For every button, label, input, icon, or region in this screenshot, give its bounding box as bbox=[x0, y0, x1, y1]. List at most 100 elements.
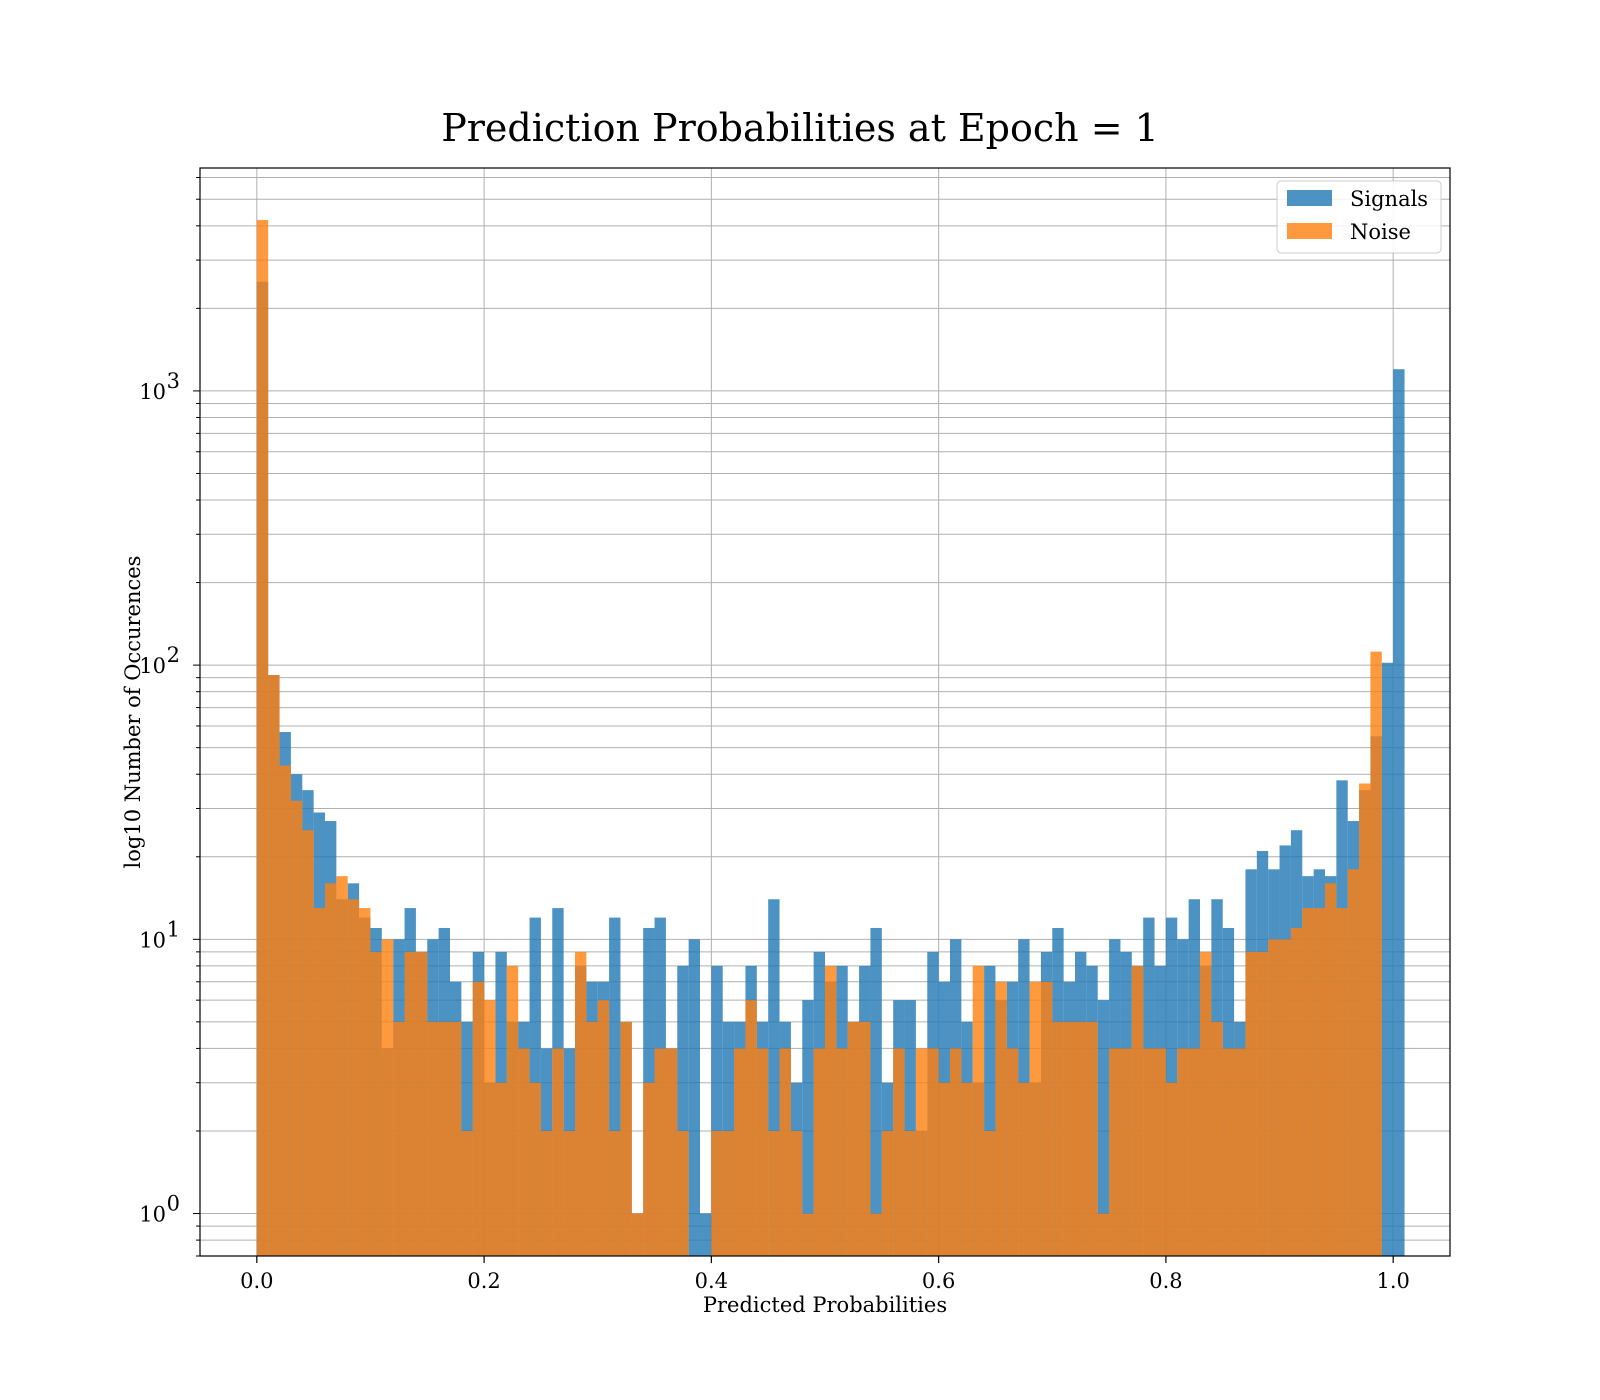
bar-noise bbox=[325, 883, 337, 1256]
bar-noise bbox=[836, 1048, 848, 1256]
bar-noise bbox=[790, 1130, 803, 1256]
plot-frame bbox=[199, 167, 1451, 1257]
bar-noise bbox=[597, 1000, 610, 1256]
bar-signals bbox=[688, 939, 700, 1256]
bar-noise bbox=[1188, 1048, 1200, 1256]
bar-noise bbox=[1029, 981, 1041, 1256]
bar-noise bbox=[1302, 908, 1314, 1256]
bar-noise bbox=[1143, 1048, 1155, 1256]
bar-noise bbox=[393, 1021, 405, 1256]
bar-noise bbox=[1120, 1048, 1132, 1256]
bar-noise bbox=[779, 1048, 791, 1256]
bar-noise bbox=[1211, 1021, 1223, 1256]
bar-noise bbox=[302, 830, 314, 1256]
bar-noise bbox=[984, 1130, 996, 1256]
y-tick-label: 10 bbox=[139, 1203, 166, 1227]
bar-noise bbox=[756, 1048, 769, 1256]
bar-noise bbox=[1097, 1213, 1110, 1256]
bar-signals bbox=[984, 965, 996, 1256]
bar-noise bbox=[654, 1048, 666, 1256]
bar-noise bbox=[1200, 951, 1212, 1256]
bar-noise bbox=[870, 1213, 882, 1256]
bar-noise bbox=[1234, 1048, 1246, 1256]
bar-noise bbox=[1279, 939, 1291, 1256]
bar-noise bbox=[1336, 908, 1348, 1256]
chart-title: Prediction Probabilities at Epoch = 1 bbox=[441, 106, 1159, 150]
series-noise-bars bbox=[256, 220, 1382, 1256]
bar-noise bbox=[1177, 1048, 1189, 1256]
bar-noise bbox=[506, 965, 519, 1256]
bar-noise bbox=[995, 981, 1007, 1256]
legend-label-signals: Signals bbox=[1350, 187, 1428, 211]
bar-noise bbox=[484, 1000, 496, 1256]
bar-noise bbox=[518, 1048, 530, 1256]
y-tick-base: 10 bbox=[139, 928, 166, 952]
bar-noise bbox=[415, 951, 428, 1256]
x-tick-label: 0.2 bbox=[467, 1269, 500, 1293]
bar-noise bbox=[745, 1000, 757, 1256]
x-tick-label: 0.8 bbox=[1149, 1269, 1182, 1293]
bar-signals bbox=[1393, 369, 1405, 1256]
bar-noise bbox=[825, 965, 837, 1256]
bar-noise bbox=[915, 1048, 928, 1256]
bar-noise bbox=[665, 1048, 678, 1256]
bar-noise bbox=[1313, 908, 1325, 1256]
bar-noise bbox=[552, 1048, 564, 1256]
bar-signals bbox=[768, 899, 780, 1256]
bar-noise bbox=[563, 1130, 575, 1256]
bar-noise bbox=[881, 1130, 894, 1256]
y-axis-label: log10 Number of Occurences bbox=[121, 556, 145, 869]
legend-label-noise: Noise bbox=[1350, 220, 1411, 244]
y-tick-label: 10 bbox=[139, 928, 166, 952]
bar-noise bbox=[847, 1021, 860, 1256]
x-axis-label: Predicted Probabilities bbox=[703, 1293, 947, 1317]
x-tick-label: 0.4 bbox=[695, 1269, 728, 1293]
bar-noise bbox=[1256, 951, 1269, 1256]
bar-signals bbox=[677, 965, 689, 1256]
bar-noise bbox=[290, 800, 303, 1256]
x-tick-label: 1.0 bbox=[1376, 1269, 1409, 1293]
bar-noise bbox=[1370, 651, 1382, 1256]
bar-noise bbox=[950, 1048, 962, 1256]
bar-signals bbox=[870, 927, 882, 1256]
bar-noise bbox=[450, 1021, 462, 1256]
bar-noise bbox=[961, 1082, 973, 1256]
bar-noise bbox=[1222, 1048, 1235, 1256]
bar-noise bbox=[461, 1130, 473, 1256]
bar-noise bbox=[1018, 1082, 1030, 1256]
bar-noise bbox=[643, 1082, 655, 1256]
bar-signals bbox=[802, 1000, 814, 1256]
bar-noise bbox=[1006, 1048, 1019, 1256]
legend-swatch-signals bbox=[1287, 190, 1332, 206]
bar-signals bbox=[904, 1000, 916, 1256]
bar-signals bbox=[711, 965, 723, 1256]
bar-noise bbox=[1325, 883, 1337, 1256]
bar-noise bbox=[972, 965, 985, 1256]
bar-noise bbox=[313, 908, 325, 1256]
bar-noise bbox=[722, 1130, 735, 1256]
bar-noise bbox=[1040, 981, 1053, 1256]
bar-noise bbox=[256, 220, 269, 1256]
x-tick-label: 0.0 bbox=[240, 1269, 273, 1293]
bar-noise bbox=[677, 1130, 689, 1256]
bar-noise bbox=[904, 1130, 916, 1256]
bar-noise bbox=[1245, 951, 1257, 1256]
legend: Signals Noise bbox=[1276, 180, 1442, 254]
bar-noise bbox=[472, 981, 485, 1256]
bar-noise bbox=[438, 1021, 450, 1256]
bar-noise bbox=[620, 1021, 632, 1256]
bar-noise bbox=[540, 1130, 553, 1256]
bar-noise bbox=[1052, 1021, 1064, 1256]
y-tick-base: 10 bbox=[139, 654, 166, 678]
bar-noise bbox=[586, 1021, 598, 1256]
bar-noise bbox=[1075, 1021, 1087, 1256]
bar-noise bbox=[268, 675, 280, 1256]
bar-signals bbox=[700, 1213, 712, 1256]
bar-noise bbox=[813, 1048, 825, 1256]
y-tick-exponent: 2 bbox=[167, 643, 180, 667]
bar-noise bbox=[927, 1048, 939, 1256]
bar-noise bbox=[1268, 939, 1280, 1256]
y-tick-label: 10 bbox=[139, 654, 166, 678]
